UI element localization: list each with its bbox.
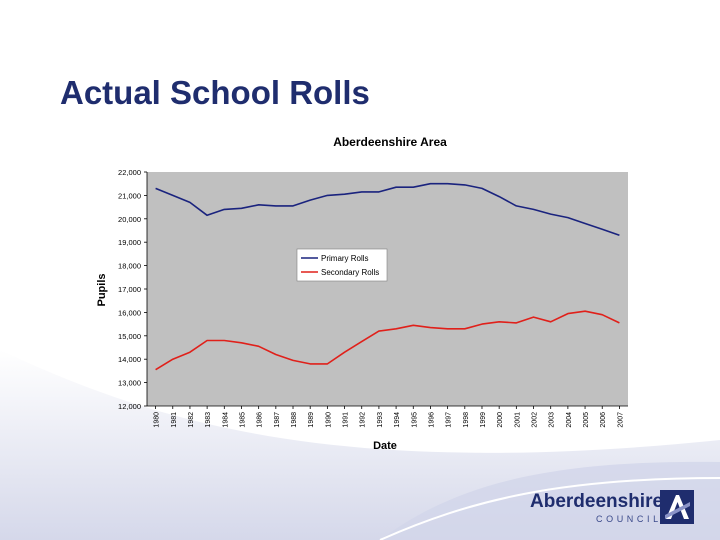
x-tick-label: 1989	[308, 412, 315, 428]
x-tick-label: 1980	[154, 412, 161, 428]
x-tick-label: 1997	[446, 412, 453, 428]
x-tick-label: 1992	[360, 412, 367, 428]
x-tick-label: 1991	[343, 412, 350, 428]
x-tick-label: 2007	[617, 412, 624, 428]
y-tick-label: 17,000	[118, 285, 141, 294]
x-tick-label: 1984	[222, 412, 229, 428]
y-axis-ticks: 12,000 13,000 14,000 15,000 16,000 17,000 18,0…	[118, 168, 147, 411]
y-tick-label: 14,000	[118, 355, 141, 364]
x-axis-label: Date	[373, 440, 397, 452]
x-tick-label: 2001	[514, 412, 521, 428]
x-tick-label: 1988	[291, 412, 298, 428]
y-tick-label: 13,000	[118, 379, 141, 388]
y-tick-label: 15,000	[118, 332, 141, 341]
chart-title: Aberdeenshire Area	[333, 135, 447, 149]
y-tick-label: 18,000	[118, 262, 141, 271]
y-tick-label: 19,000	[118, 238, 141, 247]
y-tick-label: 22,000	[118, 168, 141, 177]
x-tick-label: 1999	[480, 412, 487, 428]
x-tick-label: 2000	[497, 412, 504, 428]
x-tick-label: 1996	[428, 412, 435, 428]
x-tick-label: 1981	[171, 412, 178, 428]
x-tick-label: 1995	[411, 412, 418, 428]
x-tick-label: 2004	[566, 412, 573, 428]
logo-subtitle: COUNCIL	[596, 514, 662, 524]
y-tick-label: 21,000	[118, 191, 141, 200]
x-axis-ticks: 1980 1981 1982 1983 1984 1985 1986 1987 1988 1989…	[154, 406, 624, 428]
y-tick-label: 20,000	[118, 215, 141, 224]
x-tick-label: 2002	[532, 412, 539, 428]
x-tick-label: 1994	[394, 412, 401, 428]
aberdeenshire-council-logo: Aberdeenshire COUNCIL	[528, 488, 708, 528]
x-tick-label: 1985	[239, 412, 246, 428]
x-tick-label: 1990	[325, 412, 332, 428]
slide-title: Actual School Rolls	[60, 74, 370, 111]
x-tick-label: 2003	[549, 412, 556, 428]
legend-box	[296, 248, 388, 282]
x-tick-label: 1986	[257, 412, 264, 428]
y-tick-label: 16,000	[118, 308, 141, 317]
x-tick-label: 1987	[274, 412, 281, 428]
logo-name: Aberdeenshire	[530, 491, 664, 512]
series-line-secondary	[155, 310, 620, 371]
plot-area	[147, 172, 628, 406]
legend: Primary Rolls Secondary Rolls	[296, 248, 388, 282]
series-lines	[155, 182, 620, 371]
series-line-primary	[155, 182, 620, 236]
legend-label-secondary: Secondary Rolls	[321, 268, 379, 277]
logo-a-icon	[660, 490, 694, 524]
x-tick-label: 2006	[600, 412, 607, 428]
legend-label-primary: Primary Rolls	[321, 254, 369, 263]
x-tick-label: 1982	[188, 412, 195, 428]
x-tick-label: 1993	[377, 412, 384, 428]
y-axis-label: Pupils	[96, 273, 108, 306]
x-tick-label: 2005	[583, 412, 590, 428]
y-tick-label: 12,000	[118, 402, 141, 411]
x-tick-label: 1998	[463, 412, 470, 428]
x-tick-label: 1983	[205, 412, 212, 428]
